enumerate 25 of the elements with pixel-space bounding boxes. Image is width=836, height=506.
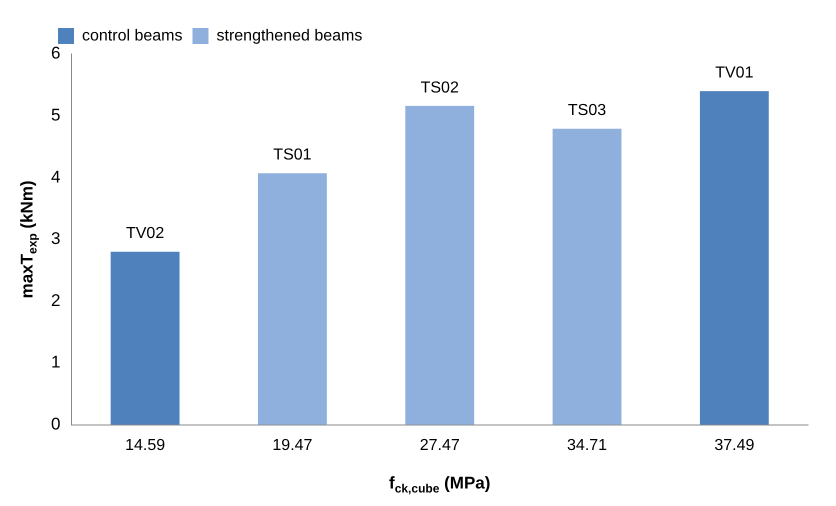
annotation: TS02 [420,79,459,96]
bar [258,173,327,425]
bar [110,252,180,425]
annotation: TV01 [715,64,754,82]
legend-label: strengthened beams [216,27,362,44]
x-tick-label: 27.47 [420,436,460,454]
legend-label: control beams [82,27,182,44]
x-tick-label: 14.59 [125,436,166,454]
x-tick-label: 34.71 [567,436,608,454]
bar [700,91,769,425]
annotation: TS03 [568,102,606,120]
y-tick-label: 4 [50,167,60,186]
annotation: TS01 [273,146,312,164]
y-tick-label: 0 [50,414,60,434]
annotation: TV02 [126,225,164,242]
y-tick-label: 1 [50,352,60,372]
bar [552,128,622,425]
y-tick-label: 5 [50,105,60,124]
bar [405,106,474,425]
y-tick-label: 6 [50,44,60,63]
x-tick-label: 37.49 [714,436,754,454]
x-tick-label: 19.47 [272,436,313,454]
y-axis-title: maxTexp (kNm) [18,180,40,298]
y-tick-label: 3 [50,229,60,248]
y-tick-label: 2 [50,290,60,310]
